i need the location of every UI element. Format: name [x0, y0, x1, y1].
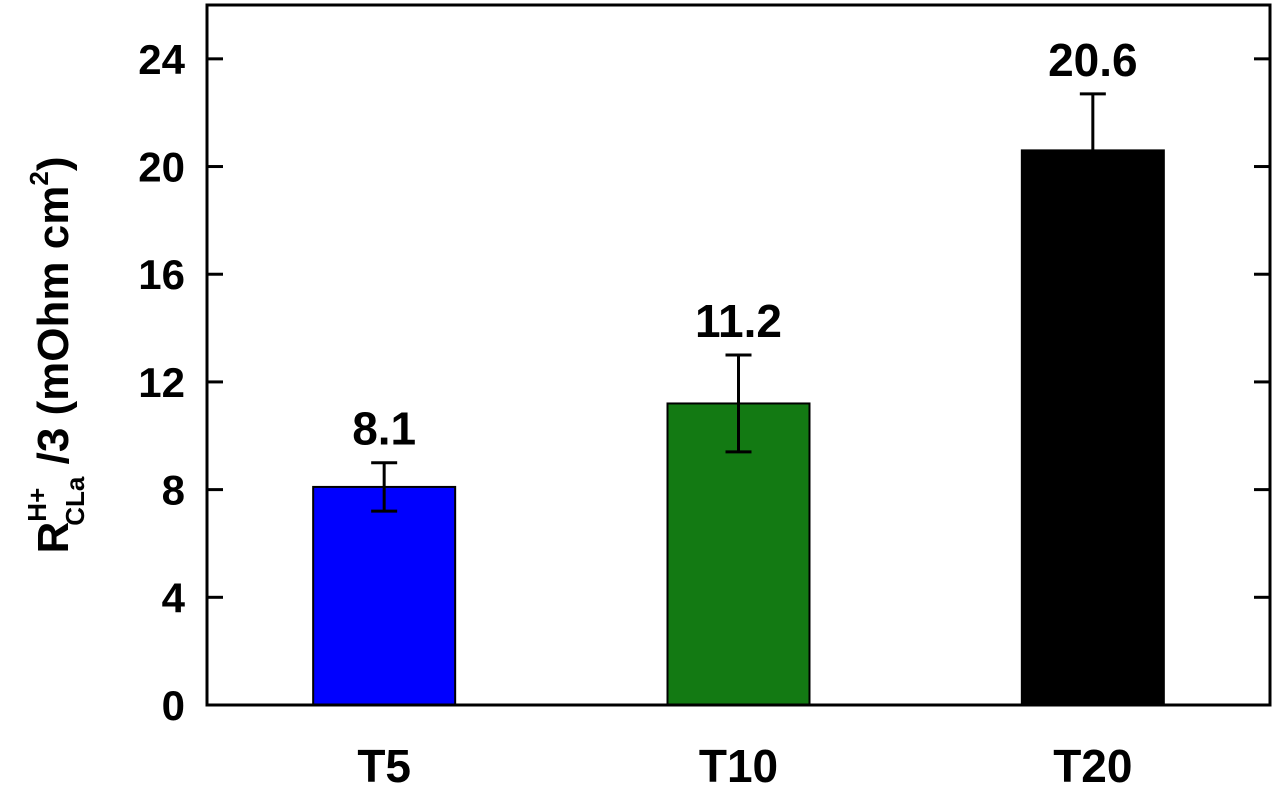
- bar: [312, 485, 457, 706]
- y-tick-label: 4: [162, 574, 186, 621]
- y-label-base: R: [29, 522, 78, 554]
- error-bar: [725, 353, 752, 454]
- y-axis-label: RH+ CLa /3 (mOhm cm2): [22, 157, 90, 554]
- error-bar: [371, 461, 398, 513]
- data-label: 20.6: [1048, 34, 1138, 86]
- x-tick-label: T5: [357, 740, 411, 792]
- y-label-close: ): [29, 157, 78, 172]
- y-tick-label: 8: [162, 467, 185, 514]
- x-tick-label: T20: [1053, 740, 1132, 792]
- y-label-sup: H+: [22, 488, 52, 522]
- y-tick-label: 12: [138, 359, 185, 406]
- x-tick-label: T10: [699, 740, 778, 792]
- error-bar: [1079, 92, 1106, 209]
- bar: [1020, 149, 1165, 706]
- y-label-sub: CLa: [60, 476, 90, 526]
- bar: [666, 402, 811, 706]
- plot-frame: [205, 3, 1272, 707]
- y-tick-label: 24: [138, 36, 185, 83]
- y-label-text: /3 (mOhm cm: [29, 186, 78, 477]
- y-label-unit-sup: 2: [24, 171, 54, 185]
- data-label: 11.2: [695, 295, 782, 347]
- y-tick-label: 20: [138, 144, 185, 191]
- y-tick-label: 0: [162, 682, 185, 729]
- y-tick-label: 16: [138, 251, 185, 298]
- data-label: 8.1: [352, 403, 416, 455]
